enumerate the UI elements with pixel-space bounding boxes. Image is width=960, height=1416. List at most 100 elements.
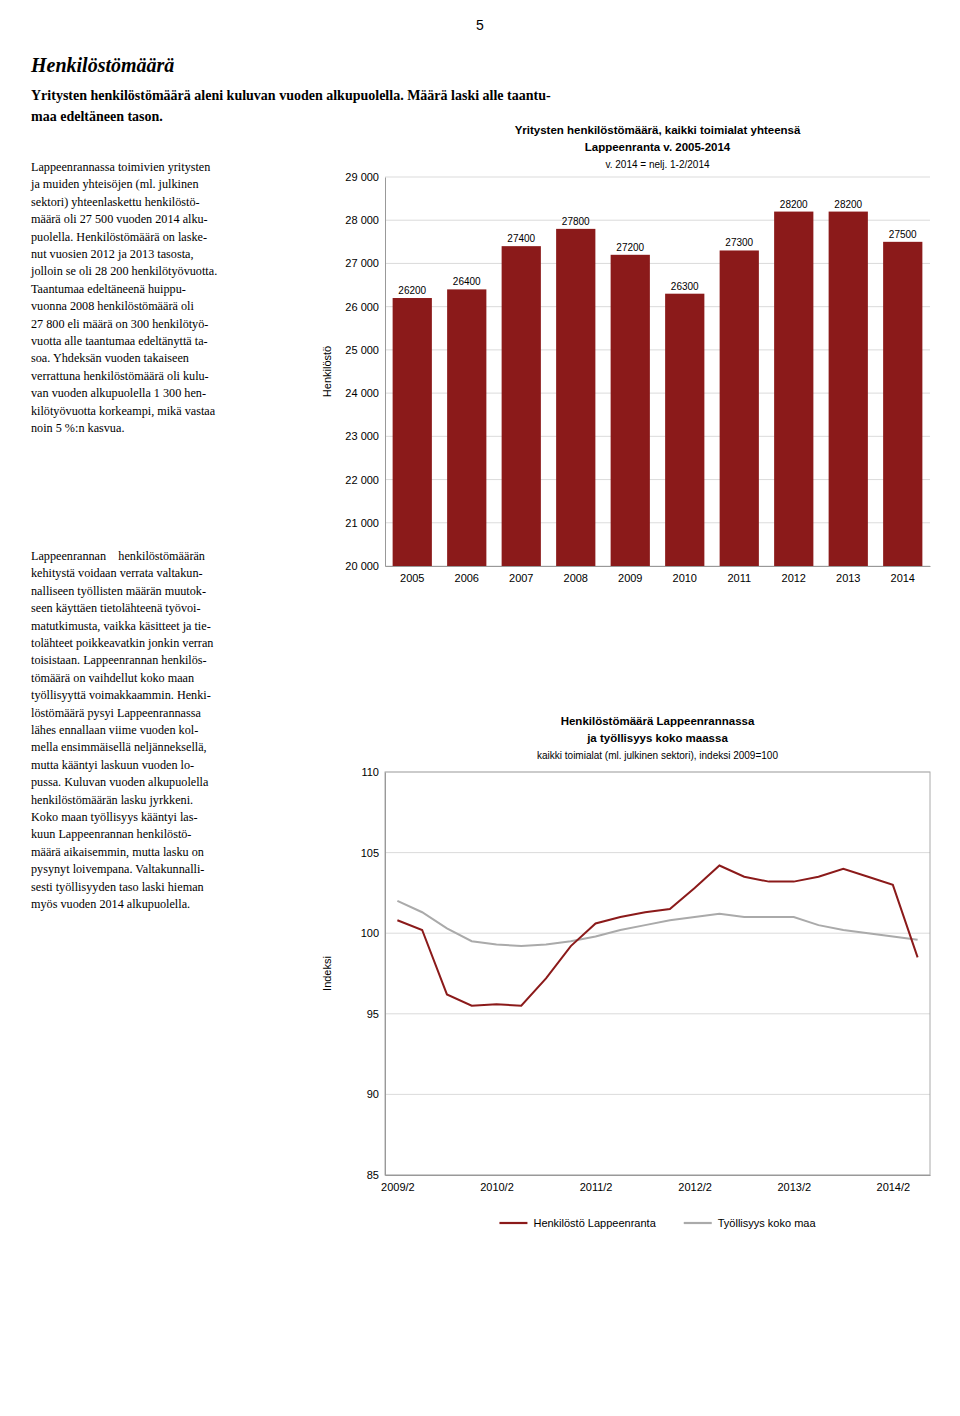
bar [447, 289, 486, 566]
y-tick: 90 [367, 1088, 385, 1100]
body-text-line: toisistaan. Lappeenrannan henkilös- [31, 653, 207, 667]
body-text-line: löstömäärä pysyi Lappeenrannassa [31, 706, 201, 720]
data-label: 27200 [616, 242, 644, 253]
body-text-line: jolloin se oli 28 200 henkilötyövuotta. [30, 264, 217, 278]
data-label: 27400 [507, 233, 535, 244]
x-tick-label: 2012 [782, 572, 806, 584]
body-text-line: Taantumaa edeltäneenä huippu- [31, 282, 186, 296]
chart-title-line: Yritysten henkilöstömäärä, kaikki toimia… [515, 124, 801, 136]
y-axis-line [385, 178, 386, 567]
y-tick-label: 27 000 [345, 257, 379, 269]
y-tick: 105 [361, 847, 385, 859]
body-text-line: vuotta alle taantumaa edeltänyttä ta- [31, 334, 208, 348]
x-tick-label: 2007 [509, 572, 533, 584]
page-title-line: Henkilöstömäärä [30, 54, 174, 76]
bar [774, 212, 813, 566]
x-tick: 2013 [836, 566, 860, 584]
y-tick: 24 000 [345, 387, 385, 399]
x-tick: 2012 [782, 566, 806, 584]
body-text-line: sektori) yhteenlaskettu henkilöstö- [31, 195, 200, 209]
y-axis-title: Henkilöstö [321, 346, 333, 397]
legend-item: Henkilöstö Lappeenranta [499, 1217, 656, 1229]
chart-subtitle: v. 2014 = nelj. 1-2/2014 [605, 159, 709, 170]
data-labels: 2620026400274002780027200263002730028200… [398, 199, 917, 296]
x-tick: 2010 [673, 566, 697, 584]
x-tick-label: 2011 [727, 572, 751, 584]
x-tick-label: 2006 [455, 572, 479, 584]
body-text-line: Lappeenrannassa toimivien yritysten [31, 160, 210, 174]
y-tick-label: 105 [361, 847, 379, 859]
body-text-line: pussa. Kuluvan vuoden alkupuolella [31, 775, 209, 789]
x-axis: 2005 2006 2007 2008 2009 2010 2011 2012 2013 2014 [386, 566, 931, 584]
x-tick: 2012/2 [678, 1175, 712, 1193]
body-text-line: vuonna 2008 henkilöstömäärä oli [31, 299, 194, 313]
bar [883, 242, 922, 566]
y-tick: 25 000 [345, 344, 385, 356]
y-tick: 110 [361, 766, 385, 778]
bar [393, 298, 432, 566]
body-text-line: määrä aikaisemmin, mutta lasku on [31, 845, 204, 859]
y-tick: 23 000 [345, 430, 385, 442]
y-axis-line [385, 773, 386, 1176]
x-tick: 2009 [618, 566, 642, 584]
x-tick: 2014 [891, 566, 915, 584]
x-tick-label: 2009/2 [381, 1181, 415, 1193]
series-line [397, 865, 917, 1005]
page-subtitle-line: Yritysten henkilöstömäärä aleni kuluvan … [31, 88, 551, 103]
body-text-line: henkilöstömäärän lasku jyrkkeni. [31, 793, 193, 807]
x-axis: 2009/22010/22011/22012/22013/22014/2 [381, 1175, 930, 1193]
x-tick-label: 2008 [564, 572, 588, 584]
body-text-line: pysynyt loivempana. Valtakunnalli- [31, 862, 204, 876]
page-title: Henkilöstömäärä [30, 54, 174, 76]
x-tick-label: 2012/2 [678, 1181, 712, 1193]
y-axis: 859095100105110 [361, 766, 386, 1181]
x-tick: 2010/2 [480, 1175, 514, 1193]
y-tick: 22 000 [345, 474, 385, 486]
y-tick-label: 25 000 [345, 344, 379, 356]
y-tick-label: 85 [367, 1169, 379, 1181]
chart-title-line: ja työllisyys koko maassa [586, 732, 728, 744]
body-text-line: seen käyttäen tietolähteenä työvoi- [31, 601, 201, 615]
x-tick-label: 2010 [673, 572, 697, 584]
data-label: 27800 [562, 216, 590, 227]
grid-line [385, 852, 930, 853]
y-tick-label: 24 000 [345, 387, 379, 399]
chart-subtitle-line: kaikki toimialat (ml. julkinen sektori),… [537, 750, 778, 761]
body-text-line: Koko maan työllisyys kääntyi las- [31, 810, 198, 824]
chart-title: Henkilöstömäärä Lappeenrannassaja työlli… [561, 715, 755, 744]
legend-swatch [684, 1222, 712, 1224]
grid-line [385, 1013, 930, 1014]
x-axis-line [386, 566, 931, 567]
x-tick: 2007 [509, 566, 533, 584]
y-tick-label: 100 [361, 927, 379, 939]
y-tick: 27 000 [345, 257, 385, 269]
y-tick: 29 000 [345, 171, 385, 183]
page-number: 5 [476, 17, 484, 33]
x-tick: 2005 [400, 566, 424, 584]
y-tick-label: 22 000 [345, 474, 379, 486]
body-text-line: työllisyyttä voimakkaammin. Henki- [31, 688, 211, 702]
page-subtitle-line: maa edeltäneen tason. [31, 109, 163, 124]
plot-frame [385, 772, 930, 1175]
body-text: Lappeenrannan henkilöstömääränkehitystä … [31, 549, 213, 911]
body-text-line: kehitystä voidaan verrata valtakun- [31, 566, 203, 580]
body-text-line: lähes ennallaan viime vuoden kol- [31, 723, 198, 737]
body-text-line: määrä oli 27 500 vuoden 2014 alku- [31, 212, 208, 226]
series-line [397, 901, 917, 946]
chart-title-line: Lappeenranta v. 2005-2014 [585, 141, 731, 153]
y-tick-label: 28 000 [345, 214, 379, 226]
body-text-line: van vuoden alkupuolella 1 300 hen- [31, 386, 206, 400]
y-tick-label: 29 000 [345, 171, 379, 183]
grid-line [385, 933, 930, 934]
body-text: Lappeenrannassa toimivien yritystenja mu… [30, 160, 217, 435]
x-tick-label: 2013/2 [777, 1181, 811, 1193]
data-label: 27300 [725, 237, 753, 248]
y-tick: 85 [367, 1169, 385, 1181]
data-label: 28200 [834, 199, 862, 210]
legend-label: Työllisyys koko maa [718, 1217, 817, 1229]
body-text-line: matutkimusta, vaikka käsitteet ja tie- [31, 619, 211, 633]
body-text-line: 27 800 eli määrä on 300 henkilötyö- [31, 317, 208, 331]
x-tick-label: 2014/2 [877, 1181, 911, 1193]
body-text-line: kilötyövuotta korkeampi, mikä vastaa [31, 404, 216, 418]
y-axis-title: Indeksi [321, 956, 333, 991]
